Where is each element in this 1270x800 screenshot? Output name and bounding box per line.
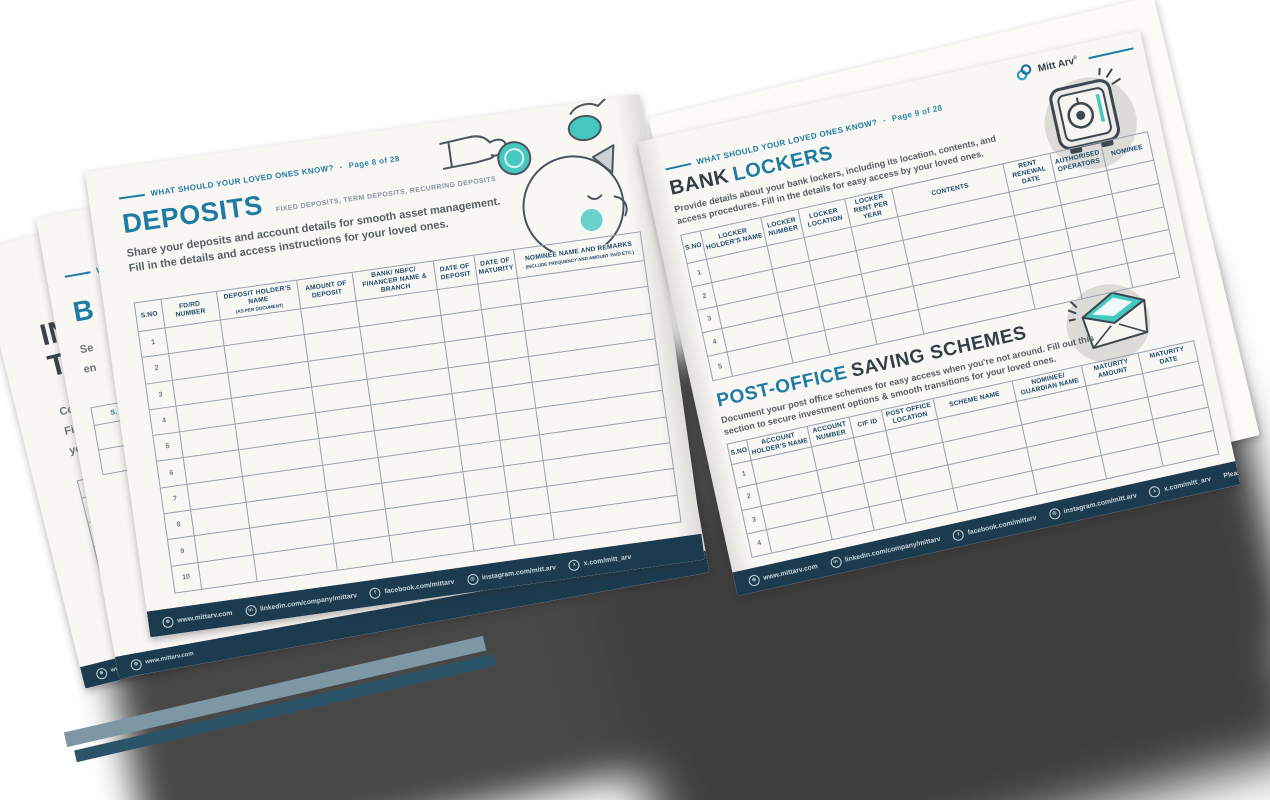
crumb-rule: [665, 162, 692, 170]
website-link: ⊕ www.mittarv.com: [161, 607, 233, 629]
row-number-cell: 10: [181, 573, 191, 582]
linkedin-icon: in: [829, 555, 843, 569]
globe-icon: ⊕: [161, 615, 175, 629]
row-number-cell: 7: [160, 484, 190, 515]
instagram-icon: ◎: [1047, 506, 1061, 521]
row-number-cell: 8: [164, 510, 194, 541]
empty-cell: [469, 518, 514, 551]
x-icon: x: [568, 558, 581, 571]
instagram-link: ◎ instagram.com/mitt.arv: [466, 562, 557, 586]
piggy-bank-illustration: [434, 94, 670, 265]
safe-illustration: [1037, 64, 1140, 175]
globe-icon: ⊕: [94, 666, 109, 680]
row-number-cell: 4: [149, 406, 179, 437]
x-link: x x.com/mitt_arv: [568, 551, 632, 571]
lockers-postoffice-page: Mitt Arv® WHAT SHOULD YOUR LOVED ONES KN…: [637, 30, 1241, 596]
brand-logo: Mitt Arv®: [1014, 41, 1135, 83]
globe-icon: ⊕: [747, 573, 761, 587]
facebook-link: f facebook.com/mittarv: [369, 576, 455, 599]
row-number-cell: 1: [138, 328, 168, 359]
sheet-title-fragment: B: [70, 293, 96, 328]
row-number-cell: 6: [157, 458, 187, 489]
row-number-cell: 2: [142, 354, 172, 385]
envelope-illustration: [1064, 279, 1161, 366]
sheet-body-fragment: Se en: [79, 341, 98, 376]
row-number-cell: 9: [168, 536, 197, 567]
piggy-bank-svg: [434, 97, 628, 258]
crumb-rule: [118, 193, 145, 200]
safe-svg: [1049, 66, 1121, 154]
empty-cell: [510, 513, 555, 545]
deposits-page: WHAT SHOULD YOUR LOVED ONES KNOW? - Page…: [85, 94, 705, 638]
column-header: S.NO: [134, 299, 165, 333]
facebook-icon: f: [369, 586, 382, 599]
page-number: Page 9 of 28: [891, 103, 944, 124]
page-number: Page 8 of 28: [348, 154, 401, 171]
row-number-cell: 3: [146, 380, 176, 411]
envelope-svg: [1067, 291, 1149, 350]
deposits-table: S.NO FD/RD NUMBER DEPOSIT HOLDER'S NAME (AS…: [133, 231, 682, 594]
linkedin-icon: in: [244, 604, 257, 617]
mitt-arv-logo-icon: [1017, 64, 1032, 81]
logo-rule: [1088, 47, 1134, 60]
globe-icon: ⊕: [129, 657, 143, 671]
brand-name: Mitt Arv®: [1037, 55, 1078, 75]
instagram-icon: ◎: [466, 572, 479, 586]
row-number-cell: 5: [153, 432, 183, 463]
x-icon: x: [1148, 484, 1162, 498]
facebook-icon: f: [951, 528, 966, 542]
crumb-rule: [64, 270, 91, 278]
